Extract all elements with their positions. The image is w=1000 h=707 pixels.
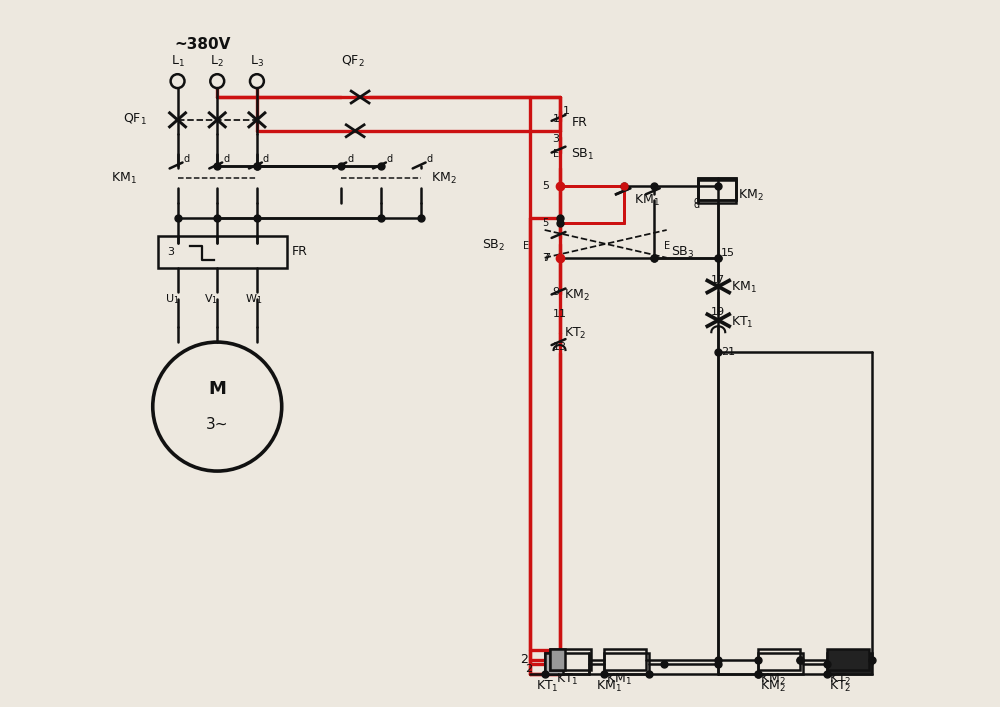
Text: 2: 2 [525,665,532,674]
Text: KT$_2$: KT$_2$ [829,679,852,694]
Text: d: d [184,153,190,163]
Text: d: d [427,153,433,163]
Bar [827,653,872,674]
Text: E: E [664,241,670,251]
Text: U$_1$: U$_1$ [165,293,179,306]
Text: L$_2$: L$_2$ [210,54,224,69]
Text: 17: 17 [711,274,725,285]
Text: d: d [387,153,393,163]
Text: KM$_2$: KM$_2$ [738,187,764,203]
Text: KM$_1$: KM$_1$ [606,672,632,687]
Text: 3: 3 [167,247,174,257]
Text: M: M [208,380,226,398]
Text: 9: 9 [553,288,560,298]
Text: KM$_1$: KM$_1$ [596,679,622,694]
Bar [158,236,287,268]
Bar [758,653,803,674]
Text: KT$_1$: KT$_1$ [731,315,754,329]
Text: E: E [523,241,529,251]
Bar [698,178,736,203]
Bar [604,648,646,670]
Text: 1: 1 [563,106,570,116]
Bar [545,653,563,674]
Text: L$_3$: L$_3$ [250,54,264,69]
Text: 21: 21 [721,347,735,357]
Text: d: d [693,197,700,206]
Text: 11: 11 [553,309,567,320]
Text: 7: 7 [543,253,550,263]
Text: 15: 15 [721,247,735,258]
Text: d: d [223,153,229,163]
Text: 2: 2 [520,653,528,666]
Text: KT$_1$: KT$_1$ [556,672,578,687]
Text: KM$_2$: KM$_2$ [760,679,786,694]
Text: 5: 5 [543,218,549,228]
Bar [758,648,800,670]
Text: 3: 3 [553,134,560,144]
Text: 5: 5 [543,181,550,192]
Bar [604,653,649,674]
Text: d: d [693,200,700,210]
Text: KM$_1$: KM$_1$ [111,171,137,186]
Bar [550,648,565,670]
Text: KM$_2$: KM$_2$ [564,288,590,303]
Text: E: E [553,148,559,158]
Bar [698,180,736,200]
Text: FR: FR [571,117,587,129]
Text: SB$_2$: SB$_2$ [482,238,505,253]
Text: 19: 19 [711,308,725,317]
Bar [827,648,869,670]
Text: SB$_1$: SB$_1$ [571,147,595,162]
Text: L$_1$: L$_1$ [171,54,184,69]
Text: SB$_3$: SB$_3$ [671,245,694,260]
Text: 3~: 3~ [206,417,228,432]
Text: W$_1$: W$_1$ [245,293,262,306]
Text: 13: 13 [553,342,567,352]
Text: 7: 7 [543,253,549,263]
Text: 1: 1 [553,114,560,124]
Text: FR: FR [292,245,308,258]
Bar [550,648,591,670]
Text: d: d [263,153,269,163]
Text: QF$_2$: QF$_2$ [341,54,365,69]
Text: KM$_2$: KM$_2$ [760,672,786,687]
Text: KT$_1$: KT$_1$ [536,679,559,694]
Text: KM$_1$: KM$_1$ [634,193,660,208]
Text: KM$_1$: KM$_1$ [731,280,757,295]
Bar [545,653,589,674]
Text: d: d [347,153,353,163]
Bar [698,178,736,200]
Text: KT$_2$: KT$_2$ [564,326,587,341]
Text: ~380V: ~380V [174,37,231,52]
Text: QF$_1$: QF$_1$ [123,112,147,127]
Text: KT$_2$: KT$_2$ [829,672,852,687]
Text: V$_1$: V$_1$ [204,293,218,306]
Text: KM$_2$: KM$_2$ [431,171,456,186]
